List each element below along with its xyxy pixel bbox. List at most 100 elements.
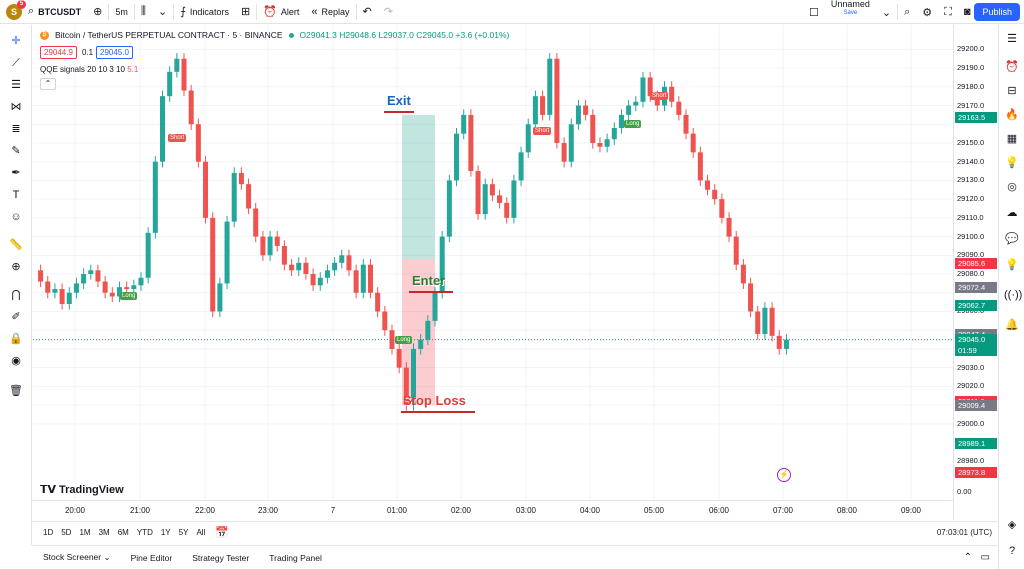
brush-icon[interactable]: ✎ xyxy=(11,145,21,157)
candle xyxy=(152,161,158,233)
tab-pine-editor[interactable]: Pine Editor xyxy=(121,553,183,563)
avatar[interactable]: S 5 xyxy=(6,0,26,20)
smiley-icon[interactable]: ☺ xyxy=(10,211,22,223)
eye-icon[interactable]: ◉ xyxy=(11,355,21,367)
zoom-in-icon[interactable]: ⊕ xyxy=(11,261,21,273)
price-label: 29180.0 xyxy=(957,81,985,91)
compare-button[interactable]: ⊕ xyxy=(87,0,108,24)
range-button-1d[interactable]: 1D xyxy=(43,528,54,537)
price-chart[interactable] xyxy=(33,25,953,500)
candle xyxy=(109,292,115,297)
divider xyxy=(355,3,357,20)
candle xyxy=(116,287,122,297)
redo-button[interactable]: ↷ xyxy=(378,0,399,24)
tab-stock-screener[interactable]: Stock Screener ⌄ xyxy=(33,552,121,563)
stop-loss-annotation[interactable]: Stop Loss xyxy=(403,393,466,408)
price-scale[interactable]: 29200.0 29190.0 29180.0 29170.0 29150.0 29140… xyxy=(953,25,998,520)
candle xyxy=(676,101,682,115)
streams-icon[interactable]: ◎ xyxy=(1007,181,1017,193)
range-button-ytd[interactable]: YTD xyxy=(136,528,153,537)
screenshot-button[interactable]: ◙ xyxy=(958,0,977,24)
pattern-icon[interactable]: ⋈ xyxy=(10,101,22,113)
enter-annotation[interactable]: Enter xyxy=(412,273,446,288)
tab-label: Pine Editor xyxy=(130,552,173,563)
quick-search-button[interactable]: ⌕ xyxy=(898,0,916,24)
range-button-3m[interactable]: 3M xyxy=(98,528,110,537)
tab-trading-panel[interactable]: Trading Panel xyxy=(259,553,332,563)
tab-strategy-tester[interactable]: Strategy Tester xyxy=(182,553,259,563)
interval-button[interactable]: 5m xyxy=(115,6,128,17)
watchlist-icon[interactable]: ☰ xyxy=(1007,33,1017,45)
undo-button[interactable]: ↶ xyxy=(357,0,378,24)
pen-icon[interactable]: ✒ xyxy=(11,167,21,179)
candle xyxy=(138,277,144,286)
layout-name: Unnamed xyxy=(830,0,870,9)
bolt-icon[interactable]: ⚡ xyxy=(777,468,791,482)
chart-type-button[interactable]: ⫼ xyxy=(135,0,152,24)
object-tree-icon[interactable]: ⊟ xyxy=(1007,85,1017,97)
date-range-icon[interactable]: 📅 xyxy=(215,527,230,539)
utc-clock[interactable]: 07:03:01 (UTC) xyxy=(936,528,992,537)
calendar-icon[interactable]: ▦ xyxy=(1006,133,1018,145)
price-label: 29100.0 xyxy=(957,231,985,241)
fullscreen-button[interactable]: ⛶ xyxy=(938,0,958,24)
ruler-icon[interactable]: 📏 xyxy=(9,239,23,251)
symbol-search[interactable]: ⌕ BTCUSDT xyxy=(22,0,87,24)
layout-dropdown[interactable]: ⌄ xyxy=(876,0,897,24)
price-label: 29170.0 xyxy=(957,100,985,110)
sell-price-button[interactable]: 29044.9 xyxy=(40,46,77,59)
collapse-panel-icon[interactable]: ⌃ xyxy=(963,552,972,563)
candle xyxy=(604,139,610,147)
target-zone[interactable] xyxy=(402,114,435,260)
settings-button[interactable]: ⚙ xyxy=(916,0,938,24)
magnet-icon[interactable]: ⋂ xyxy=(11,289,21,301)
horizontal-lines-icon[interactable]: ☰ xyxy=(11,79,21,91)
range-button-5y[interactable]: 5Y xyxy=(178,528,189,537)
range-button-6m[interactable]: 6M xyxy=(117,528,129,537)
candle xyxy=(88,270,94,275)
replay-button[interactable]: « Replay xyxy=(305,0,355,24)
hotlist-icon[interactable]: 🔥 xyxy=(1005,109,1019,121)
lock-drawing-icon[interactable]: ✐ xyxy=(11,311,21,323)
layout-name-button[interactable]: Unnamed Save xyxy=(825,0,876,24)
maximize-panel-icon[interactable]: ▭ xyxy=(980,552,990,563)
trash-icon[interactable]: 🗑 xyxy=(9,385,23,397)
layouts-button[interactable]: ⊞ xyxy=(235,0,256,24)
layers-icon[interactable]: ◈ xyxy=(1007,519,1017,531)
tradingview-logo-icon: 𝗧𝗩 xyxy=(40,484,57,496)
range-button-1m[interactable]: 1M xyxy=(79,528,91,537)
cloud-icon[interactable]: ☁ xyxy=(1006,207,1018,219)
indicators-button[interactable]: ⨍ Indicators xyxy=(174,0,235,24)
help-icon[interactable]: ? xyxy=(1008,545,1016,557)
broadcast-icon[interactable]: ((·)) xyxy=(1004,289,1023,301)
range-button-5d[interactable]: 5D xyxy=(61,528,72,537)
lock-icon[interactable]: 🔒 xyxy=(9,333,23,345)
candle xyxy=(712,189,718,200)
chevron-down-icon: ⌄ xyxy=(103,552,111,562)
candle xyxy=(626,105,632,115)
chart-type-dropdown[interactable]: ⌄ xyxy=(152,0,173,24)
alerts-clock-icon[interactable]: ⏰ xyxy=(1005,61,1019,73)
crosshair-icon[interactable]: ✛ xyxy=(11,35,21,47)
time-scale[interactable]: 20:00 21:00 22:00 23:00 7 01:00 02:00 03:00 04:0… xyxy=(33,500,953,520)
bottom-panel-tabs: Stock Screener ⌄ Pine Editor Strategy Te… xyxy=(33,545,998,569)
candle xyxy=(640,77,646,102)
range-button-all[interactable]: All xyxy=(196,528,206,537)
collapse-legend-button[interactable]: ⌃ xyxy=(40,78,56,90)
bulb-icon[interactable]: 💡 xyxy=(1005,259,1019,271)
chart-pane[interactable] xyxy=(33,25,953,520)
time-label: 07:00 xyxy=(772,506,794,515)
candle xyxy=(59,289,65,304)
trend-line-icon[interactable]: ⟋ xyxy=(12,57,20,69)
publish-button[interactable]: Publish xyxy=(974,3,1020,21)
fib-icon[interactable]: ≣ xyxy=(11,123,21,135)
text-icon[interactable]: T xyxy=(12,189,20,201)
fullscreen-square-button[interactable]: ☐ xyxy=(803,0,825,24)
buy-price-button[interactable]: 29045.0 xyxy=(96,46,133,59)
bell-icon[interactable]: 🔔 xyxy=(1005,319,1019,331)
chat-icon[interactable]: 💬 xyxy=(1005,233,1019,245)
ideas-icon[interactable]: 💡 xyxy=(1005,157,1019,169)
range-button-1y[interactable]: 1Y xyxy=(160,528,171,537)
exit-annotation[interactable]: Exit xyxy=(387,93,411,108)
alert-button[interactable]: ⏰ Alert xyxy=(257,0,305,24)
